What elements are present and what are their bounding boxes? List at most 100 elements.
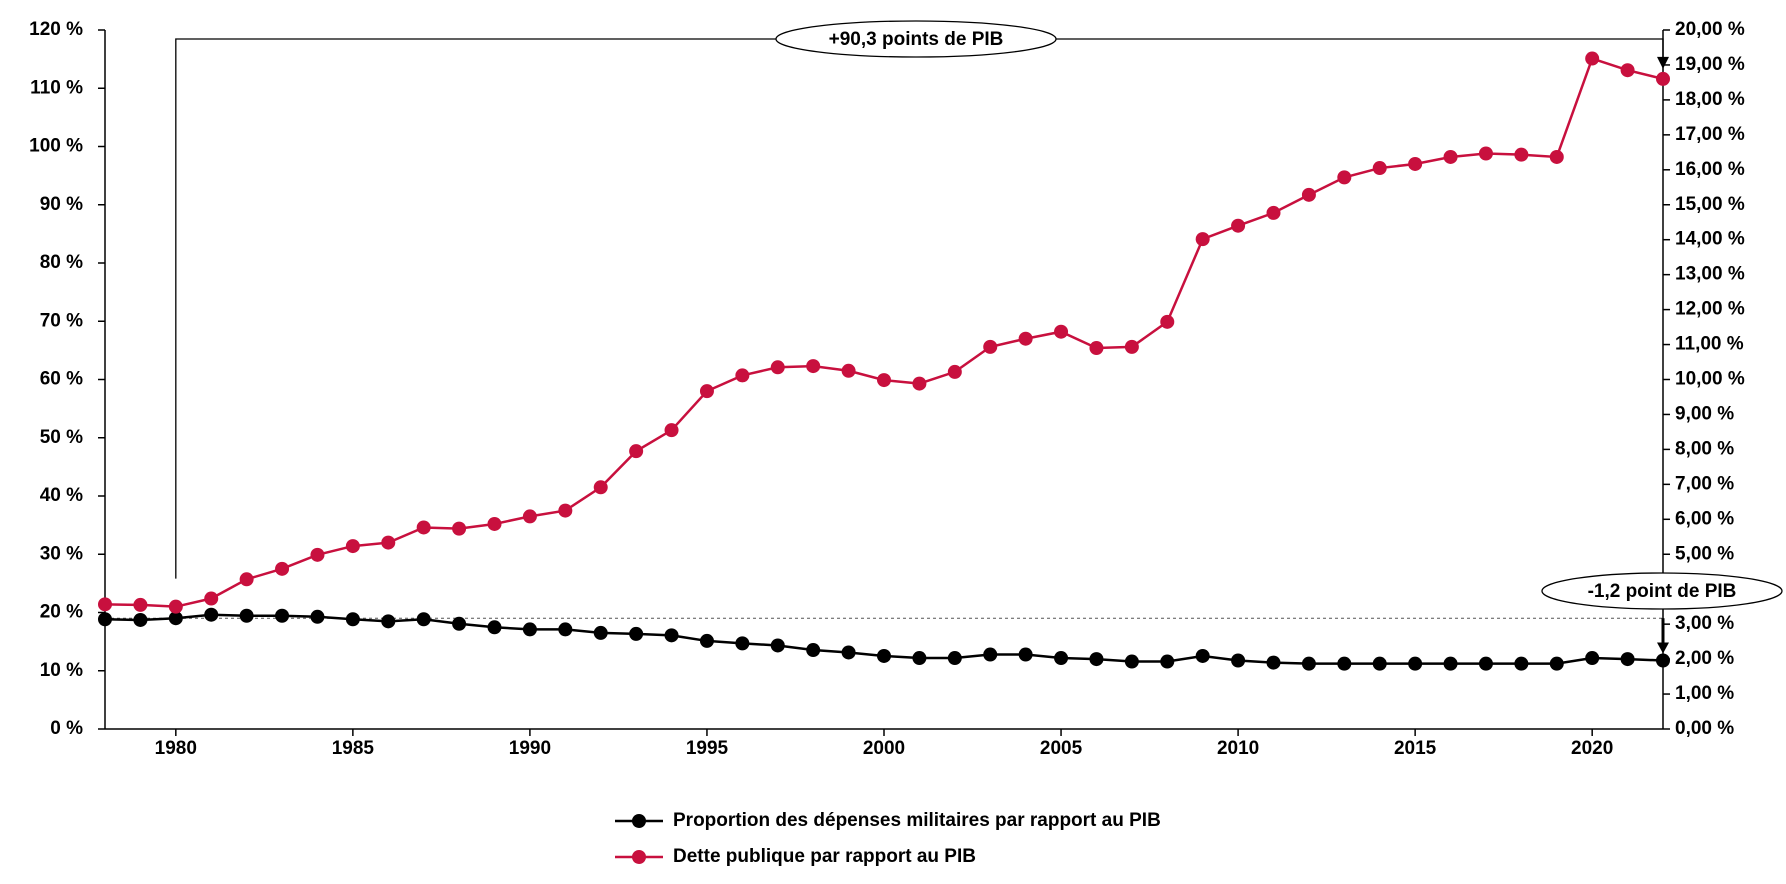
- y2-tick-label: 7,00 %: [1675, 473, 1734, 494]
- x-tick-label: 1985: [332, 738, 375, 759]
- marker: [452, 616, 467, 631]
- legend-marker: [632, 850, 646, 864]
- marker: [664, 423, 679, 438]
- marker: [487, 620, 502, 635]
- marker: [168, 599, 183, 614]
- y2-tick-label: 19,00 %: [1675, 54, 1745, 75]
- marker: [1443, 149, 1458, 164]
- marker: [1195, 648, 1210, 663]
- marker: [947, 364, 962, 379]
- x-tick-label: 2000: [863, 738, 905, 759]
- x-tick-label: 2015: [1394, 738, 1437, 759]
- y2-tick-label: 2,00 %: [1675, 648, 1734, 669]
- y-tick-label: 70 %: [40, 310, 83, 331]
- marker: [204, 607, 219, 622]
- y-tick-label: 0 %: [50, 718, 83, 739]
- y-tick-label: 20 %: [40, 602, 83, 623]
- marker: [1160, 314, 1175, 329]
- marker: [1408, 656, 1423, 671]
- y2-tick-label: 10,00 %: [1675, 369, 1745, 390]
- legend-label: Proportion des dépenses militaires par r…: [673, 810, 1161, 831]
- y2-tick-label: 20,00 %: [1675, 19, 1745, 40]
- marker: [1656, 653, 1670, 668]
- x-tick-label: 1980: [155, 738, 197, 759]
- annotation: +90,3 points de PIB: [829, 29, 1004, 50]
- marker: [1549, 656, 1564, 671]
- marker: [1266, 655, 1281, 670]
- marker: [735, 368, 750, 383]
- marker: [310, 547, 325, 562]
- marker: [1301, 187, 1316, 202]
- marker: [133, 612, 148, 627]
- marker: [841, 363, 856, 378]
- x-tick-label: 1990: [509, 738, 551, 759]
- marker: [1585, 51, 1600, 66]
- marker: [558, 622, 573, 637]
- y2-tick-label: 8,00 %: [1675, 438, 1734, 459]
- marker: [1231, 653, 1246, 668]
- marker: [1408, 156, 1423, 171]
- y-tick-label: 110 %: [30, 77, 83, 98]
- y2-tick-label: 11,00 %: [1675, 334, 1744, 355]
- series-line: [104, 56, 1664, 608]
- marker: [629, 626, 644, 641]
- marker: [1301, 656, 1316, 671]
- arrow-head: [1657, 56, 1669, 69]
- x-tick-label: 1995: [686, 738, 729, 759]
- marker: [558, 503, 573, 518]
- marker: [1124, 339, 1139, 354]
- marker: [310, 609, 325, 624]
- marker: [522, 622, 537, 637]
- marker: [275, 561, 290, 576]
- marker: [912, 651, 927, 666]
- y-tick-label: 90 %: [40, 194, 83, 215]
- marker: [983, 647, 998, 662]
- marker: [699, 384, 714, 399]
- marker: [1337, 656, 1352, 671]
- marker: [98, 612, 112, 627]
- marker: [345, 539, 360, 554]
- marker: [239, 608, 254, 623]
- y-tick-label: 50 %: [40, 427, 83, 448]
- marker: [806, 643, 821, 658]
- y-tick-label: 60 %: [40, 369, 83, 390]
- marker: [912, 376, 927, 391]
- marker: [770, 360, 785, 375]
- marker: [1585, 651, 1600, 666]
- marker: [1514, 656, 1529, 671]
- marker: [841, 645, 856, 660]
- marker: [699, 633, 714, 648]
- y-tick-label: 10 %: [40, 660, 83, 681]
- marker: [1620, 652, 1635, 667]
- marker: [1231, 218, 1246, 233]
- y2-tick-label: 1,00 %: [1675, 683, 1734, 704]
- marker: [487, 516, 502, 531]
- marker: [770, 638, 785, 653]
- annotation-bubble: [1541, 572, 1783, 610]
- marker: [345, 612, 360, 627]
- marker: [806, 359, 821, 374]
- annotation-bubble: [775, 20, 1057, 58]
- legend-marker: [632, 814, 646, 828]
- marker: [983, 339, 998, 354]
- marker: [381, 535, 396, 550]
- marker: [593, 625, 608, 640]
- marker: [735, 636, 750, 651]
- y2-tick-label: 12,00 %: [1675, 299, 1745, 320]
- y2-tick-label: 18,00 %: [1675, 89, 1745, 110]
- marker: [664, 628, 679, 643]
- marker: [239, 572, 254, 587]
- marker: [1195, 232, 1210, 247]
- marker: [1266, 205, 1281, 220]
- marker: [1620, 63, 1635, 78]
- marker: [168, 611, 183, 626]
- y2-tick-label: 14,00 %: [1675, 229, 1745, 250]
- marker: [416, 612, 431, 627]
- marker: [1089, 652, 1104, 667]
- y2-tick-label: 13,00 %: [1675, 264, 1745, 285]
- y-tick-label: 80 %: [40, 252, 83, 273]
- y-tick-label: 120 %: [29, 19, 83, 40]
- marker: [204, 591, 219, 606]
- y-tick-label: 30 %: [40, 543, 83, 564]
